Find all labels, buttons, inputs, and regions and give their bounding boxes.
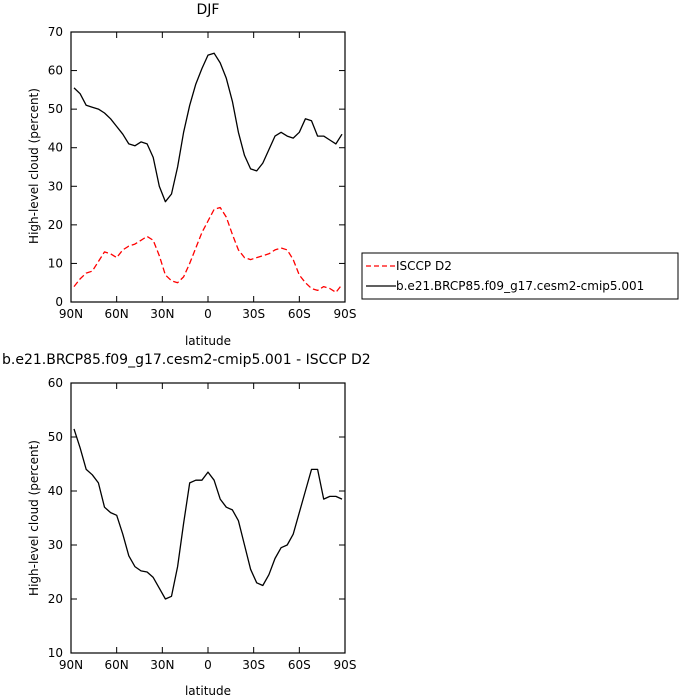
x-tick-label: 0 (204, 658, 212, 672)
series-line-0 (73, 206, 343, 294)
legend-label-isccp: ISCCP D2 (396, 259, 452, 273)
plot-frame (70, 31, 346, 303)
x-tick-label: 30S (242, 658, 265, 672)
legend-box (361, 252, 679, 300)
y-tick-label: 10 (48, 646, 63, 660)
chart-title: b.e21.BRCP85.f09_g17.cesm2-cmip5.001 - I… (2, 352, 371, 368)
y-tick-label: 60 (48, 376, 63, 390)
y-tick-label: 70 (48, 25, 63, 39)
chart-title: DJF (197, 2, 220, 18)
y-tick-label: 40 (48, 141, 63, 155)
y-tick-label: 30 (48, 179, 63, 193)
chart-difference: b.e21.BRCP85.f09_g17.cesm2-cmip5.001 - I… (2, 352, 371, 698)
chart-djf: DJF High-level cloud (percent) latitude … (27, 2, 679, 348)
x-tick-label: 60N (105, 658, 129, 672)
y-tick-label: 60 (48, 64, 63, 78)
y-axis-label: High-level cloud (percent) (27, 88, 41, 244)
tick-group: 90N 60N 30N 0 30S 60S 90S 10 20 30 40 50 60 (48, 376, 357, 672)
x-tick-label: 60S (288, 658, 311, 672)
x-tick-label: 90N (59, 658, 83, 672)
x-tick-label: 30N (150, 307, 174, 321)
legend: ISCCP D2 b.e21.BRCP85.f09_g17.cesm2-cmip… (361, 252, 679, 300)
x-tick-label: 90S (334, 658, 357, 672)
x-tick-label: 30N (150, 658, 174, 672)
x-tick-label: 0 (204, 307, 212, 321)
y-tick-label: 50 (48, 102, 63, 116)
y-tick-label: 10 (48, 256, 63, 270)
x-tick-label: 90S (334, 307, 357, 321)
x-tick-label: 90N (59, 307, 83, 321)
x-tick-label: 30S (242, 307, 265, 321)
tick-group: 90N 60N 30N 0 30S 60S 90S 0 10 20 30 40 50 60 70 (48, 25, 357, 321)
y-tick-label: 0 (55, 295, 63, 309)
y-tick-label: 40 (48, 484, 63, 498)
y-axis-label: High-level cloud (percent) (27, 440, 41, 596)
x-axis-label: latitude (185, 684, 231, 698)
series-line-0 (73, 428, 343, 600)
series-group (73, 52, 343, 294)
y-tick-label: 20 (48, 218, 63, 232)
y-tick-label: 50 (48, 430, 63, 444)
legend-label-cesm2: b.e21.BRCP85.f09_g17.cesm2-cmip5.001 (396, 279, 644, 293)
x-tick-label: 60S (288, 307, 311, 321)
plot-frame (70, 382, 346, 654)
y-tick-label: 20 (48, 592, 63, 606)
x-axis-label: latitude (185, 334, 231, 348)
series-line-1 (73, 52, 343, 203)
series-group (73, 428, 343, 600)
x-tick-label: 60N (105, 307, 129, 321)
y-tick-label: 30 (48, 538, 63, 552)
